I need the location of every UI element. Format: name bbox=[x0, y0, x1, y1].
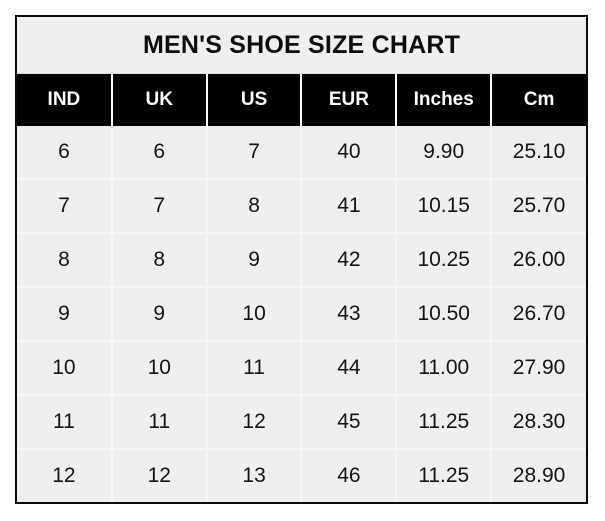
cell-eur: 40 bbox=[301, 126, 398, 180]
cell-ind: 10 bbox=[17, 341, 113, 396]
cell-uk: 11 bbox=[111, 395, 208, 450]
cell-eur: 44 bbox=[301, 341, 398, 396]
cell-ind: 12 bbox=[17, 449, 113, 502]
cell-inches: 10.50 bbox=[396, 287, 493, 342]
column-header-eur: EUR bbox=[301, 74, 398, 126]
table-row: 8 8 9 42 10.25 26.00 bbox=[17, 233, 586, 288]
chart-title-row: MEN'S SHOE SIZE CHART bbox=[17, 17, 586, 74]
table-row: 11 11 12 45 11.25 28.30 bbox=[17, 395, 586, 450]
cell-us: 11 bbox=[206, 341, 303, 396]
cell-cm: 28.30 bbox=[491, 395, 586, 450]
cell-eur: 45 bbox=[301, 395, 398, 450]
cell-ind: 7 bbox=[17, 179, 113, 234]
cell-uk: 7 bbox=[111, 179, 208, 234]
cell-us: 12 bbox=[206, 395, 303, 450]
cell-us: 9 bbox=[206, 233, 303, 288]
table-header: IND UK US EUR Inches Cm bbox=[17, 74, 586, 126]
cell-us: 8 bbox=[206, 179, 303, 234]
table-row: 10 10 11 44 11.00 27.90 bbox=[17, 341, 586, 396]
cell-inches: 10.25 bbox=[396, 233, 493, 288]
cell-eur: 41 bbox=[301, 179, 398, 234]
table-row: 9 9 10 43 10.50 26.70 bbox=[17, 287, 586, 342]
column-header-ind: IND bbox=[17, 74, 113, 126]
cell-eur: 46 bbox=[301, 449, 398, 502]
cell-inches: 10.15 bbox=[396, 179, 493, 234]
cell-inches: 9.90 bbox=[396, 126, 493, 180]
cell-inches: 11.25 bbox=[396, 449, 493, 502]
page-title: MEN'S SHOE SIZE CHART bbox=[142, 30, 461, 59]
cell-cm: 26.00 bbox=[491, 233, 586, 288]
cell-uk: 9 bbox=[111, 287, 208, 342]
cell-ind: 9 bbox=[17, 287, 113, 342]
table-body: 6 6 7 40 9.90 25.10 7 7 8 41 10.15 25.70… bbox=[17, 126, 586, 502]
cell-cm: 25.10 bbox=[491, 126, 586, 180]
table-row: 12 12 13 46 11.25 28.90 bbox=[17, 449, 586, 502]
cell-cm: 28.90 bbox=[491, 449, 586, 502]
cell-uk: 10 bbox=[111, 341, 208, 396]
column-header-uk: UK bbox=[111, 74, 208, 126]
cell-ind: 6 bbox=[17, 126, 113, 180]
column-header-us: US bbox=[206, 74, 303, 126]
cell-us: 7 bbox=[206, 126, 303, 180]
cell-uk: 6 bbox=[111, 126, 208, 180]
cell-uk: 8 bbox=[111, 233, 208, 288]
column-header-inches: Inches bbox=[396, 74, 493, 126]
cell-cm: 27.90 bbox=[491, 341, 586, 396]
size-chart-table: IND UK US EUR Inches Cm 6 6 7 40 9.90 25… bbox=[17, 74, 586, 502]
cell-us: 10 bbox=[206, 287, 303, 342]
table-header-row: IND UK US EUR Inches Cm bbox=[17, 74, 586, 126]
column-header-cm: Cm bbox=[491, 74, 586, 126]
table-row: 7 7 8 41 10.15 25.70 bbox=[17, 179, 586, 234]
cell-us: 13 bbox=[206, 449, 303, 502]
cell-eur: 43 bbox=[301, 287, 398, 342]
cell-cm: 25.70 bbox=[491, 179, 586, 234]
cell-ind: 8 bbox=[17, 233, 113, 288]
cell-inches: 11.00 bbox=[396, 341, 493, 396]
cell-ind: 11 bbox=[17, 395, 113, 450]
mens-shoe-size-chart: MEN'S SHOE SIZE CHART IND UK US EUR Inch… bbox=[15, 15, 588, 504]
cell-uk: 12 bbox=[111, 449, 208, 502]
cell-cm: 26.70 bbox=[491, 287, 586, 342]
cell-eur: 42 bbox=[301, 233, 398, 288]
cell-inches: 11.25 bbox=[396, 395, 493, 450]
table-row: 6 6 7 40 9.90 25.10 bbox=[17, 126, 586, 180]
